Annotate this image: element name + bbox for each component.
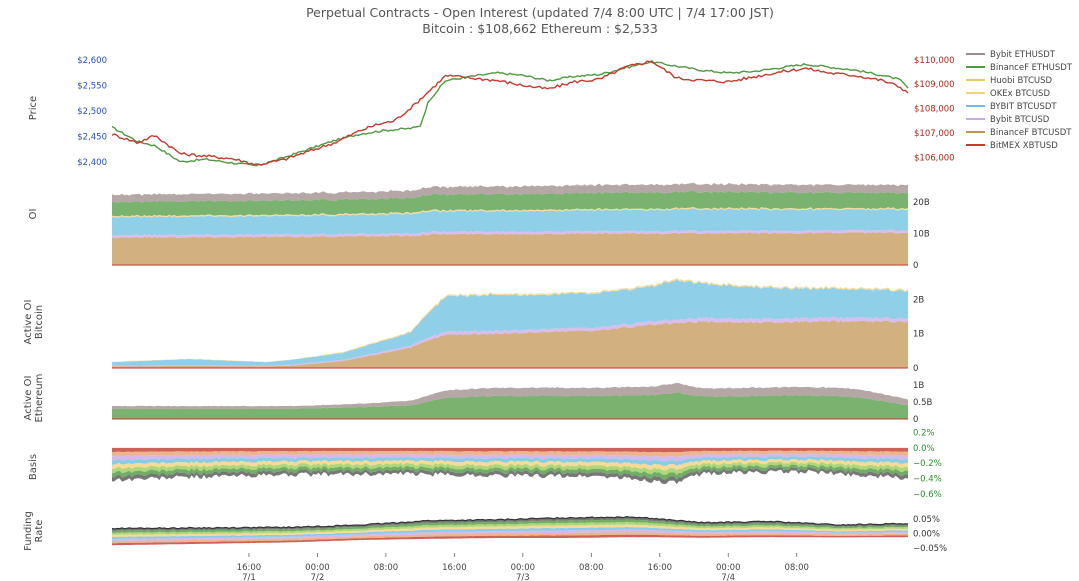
funding-band [112,532,908,544]
area-bybit-btcusdt [112,208,908,236]
ylabel-price: Price [28,96,39,120]
legend-label: BYBIT BTCUSDT [990,102,1057,112]
ylabel-active_oi_eth: Active OI [23,376,34,421]
legend-label: Bybit ETHUSDT [990,50,1056,60]
basis-band [112,464,908,480]
right-tick-active_oi_eth: 0 [913,415,918,425]
x-tick-time: 08:00 [374,563,399,573]
right-tick-oi: 0 [913,261,918,271]
right-tick-oi: 10B [913,229,930,239]
x-tick-time: 16:00 [237,563,262,573]
chart-title: Perpetual Contracts - Open Interest (upd… [306,5,774,20]
price-right-tick: $109,000 [914,80,955,90]
x-tick-date: 7/4 [721,573,735,581]
chart-subtitle: Bitcoin : $108,662 Ethereum : $2,533 [422,21,658,36]
ylabel2-funding: Rate [34,520,45,543]
x-tick-date: 7/3 [516,573,530,581]
basis-band [112,447,908,453]
ylabel-funding: Funding [23,511,34,551]
funding-band [112,526,908,540]
ylabel-basis: Basis [28,454,39,480]
basis-band [112,467,908,485]
area-binancef-btcusdt [112,232,908,265]
panel-active_oi_btc: Active OI Bitcoin 0 1B 2B [23,277,924,374]
basis-band [112,450,908,457]
area-bybit-ethusdt [112,383,908,410]
price-left-tick: $2,400 [77,158,107,168]
right-tick-funding: 0.05% [913,515,940,525]
area-bybit-btcusdt [112,279,908,366]
funding-top-line [111,515,909,530]
panel-oi: OI 0 10B 20B [28,182,930,271]
price-left-tick: $2,450 [77,132,107,142]
price-series-line [111,59,909,167]
area-bybit-ethusdt [112,182,908,203]
basis-band [112,461,908,476]
x-tick-time: 16:00 [442,563,467,573]
x-tick-time: 00:00 [305,563,330,573]
panel-active_oi_eth: Active OI Ethereum 0 0.5B 1B [23,374,933,425]
right-tick-active_oi_btc: 1B [913,330,924,340]
panel-price: Price $2,400 $2,450 $2,500 $2,550 $2,600 $106,… [28,56,955,168]
basis-band [112,458,908,471]
right-tick-basis: 0.2% [913,429,935,439]
legend-label: BinanceF ETHUSDT [990,63,1073,73]
x-tick-date: 7/2 [311,573,325,581]
right-tick-basis: −0.2% [913,459,942,469]
right-tick-basis: 0.0% [913,444,935,454]
price-left-tick: $2,500 [77,107,107,117]
x-tick-date: 7/1 [242,573,256,581]
legend-label: BinanceF BTCUSDT [990,128,1072,138]
x-axis: 16:007/100:007/208:00 16:00 00:007/308:00 1… [237,553,809,581]
ylabel-active_oi_btc: Active OI [23,300,34,345]
panel-basis: Basis −0.6% −0.4% −0.2% 0.0% 0.2% [28,429,942,500]
chart-panels: Price $2,400 $2,450 $2,500 $2,550 $2,600 $106,… [23,56,955,554]
x-tick-time: 00:00 [716,563,741,573]
chart-legend: Bybit ETHUSDT BinanceF ETHUSDT Huobi BTCUS… [966,50,1073,151]
basis-band [112,453,908,462]
ylabel-oi: OI [28,209,39,220]
right-tick-basis: −0.4% [913,475,942,485]
right-tick-funding: −0.05% [913,544,947,554]
x-tick-time: 00:00 [511,563,536,573]
price-left-tick: $2,600 [77,56,107,66]
area-binancef-ethusdt [112,392,908,419]
legend-label: Huobi BTCUSD [990,76,1053,86]
x-tick-time: 16:00 [648,563,673,573]
area-binancef-ethusdt [112,190,908,217]
funding-band [112,521,908,535]
funding-band [112,524,908,538]
funding-band [112,519,908,533]
legend-label: BitMEX XBTUSD [990,141,1058,151]
price-series-line [111,60,909,166]
funding-band [112,529,908,542]
basis-band [112,456,908,466]
right-tick-active_oi_eth: 1B [913,381,924,391]
right-tick-active_oi_btc: 0 [913,364,918,374]
right-tick-basis: −0.6% [913,490,942,500]
area-okex-btcusd [112,277,908,363]
right-tick-funding: 0.00% [913,530,940,540]
ylabel2-active_oi_eth: Ethereum [34,374,45,423]
right-tick-active_oi_eth: 0.5B [913,398,933,408]
funding-band [112,534,908,546]
price-right-tick: $107,000 [914,129,955,139]
area-bybit-btcusd [112,316,908,367]
ylabel2-active_oi_btc: Bitcoin [34,305,45,339]
price-right-tick: $110,000 [914,56,955,66]
area-bybit-btcusd [112,229,908,239]
right-tick-oi: 20B [913,198,930,208]
area-binancef-btcusdt [112,320,908,368]
x-tick-time: 08:00 [579,563,604,573]
legend-label: OKEx BTCUSD [990,89,1050,99]
x-tick-time: 08:00 [784,563,809,573]
price-left-tick: $2,550 [77,82,107,92]
panel-funding: Funding Rate −0.05% 0.00% 0.05% [23,511,947,554]
legend-label: Bybit BTCUSD [990,115,1050,125]
price-right-tick: $108,000 [914,105,955,115]
right-tick-active_oi_btc: 2B [913,295,924,305]
price-right-tick: $106,000 [914,153,955,163]
